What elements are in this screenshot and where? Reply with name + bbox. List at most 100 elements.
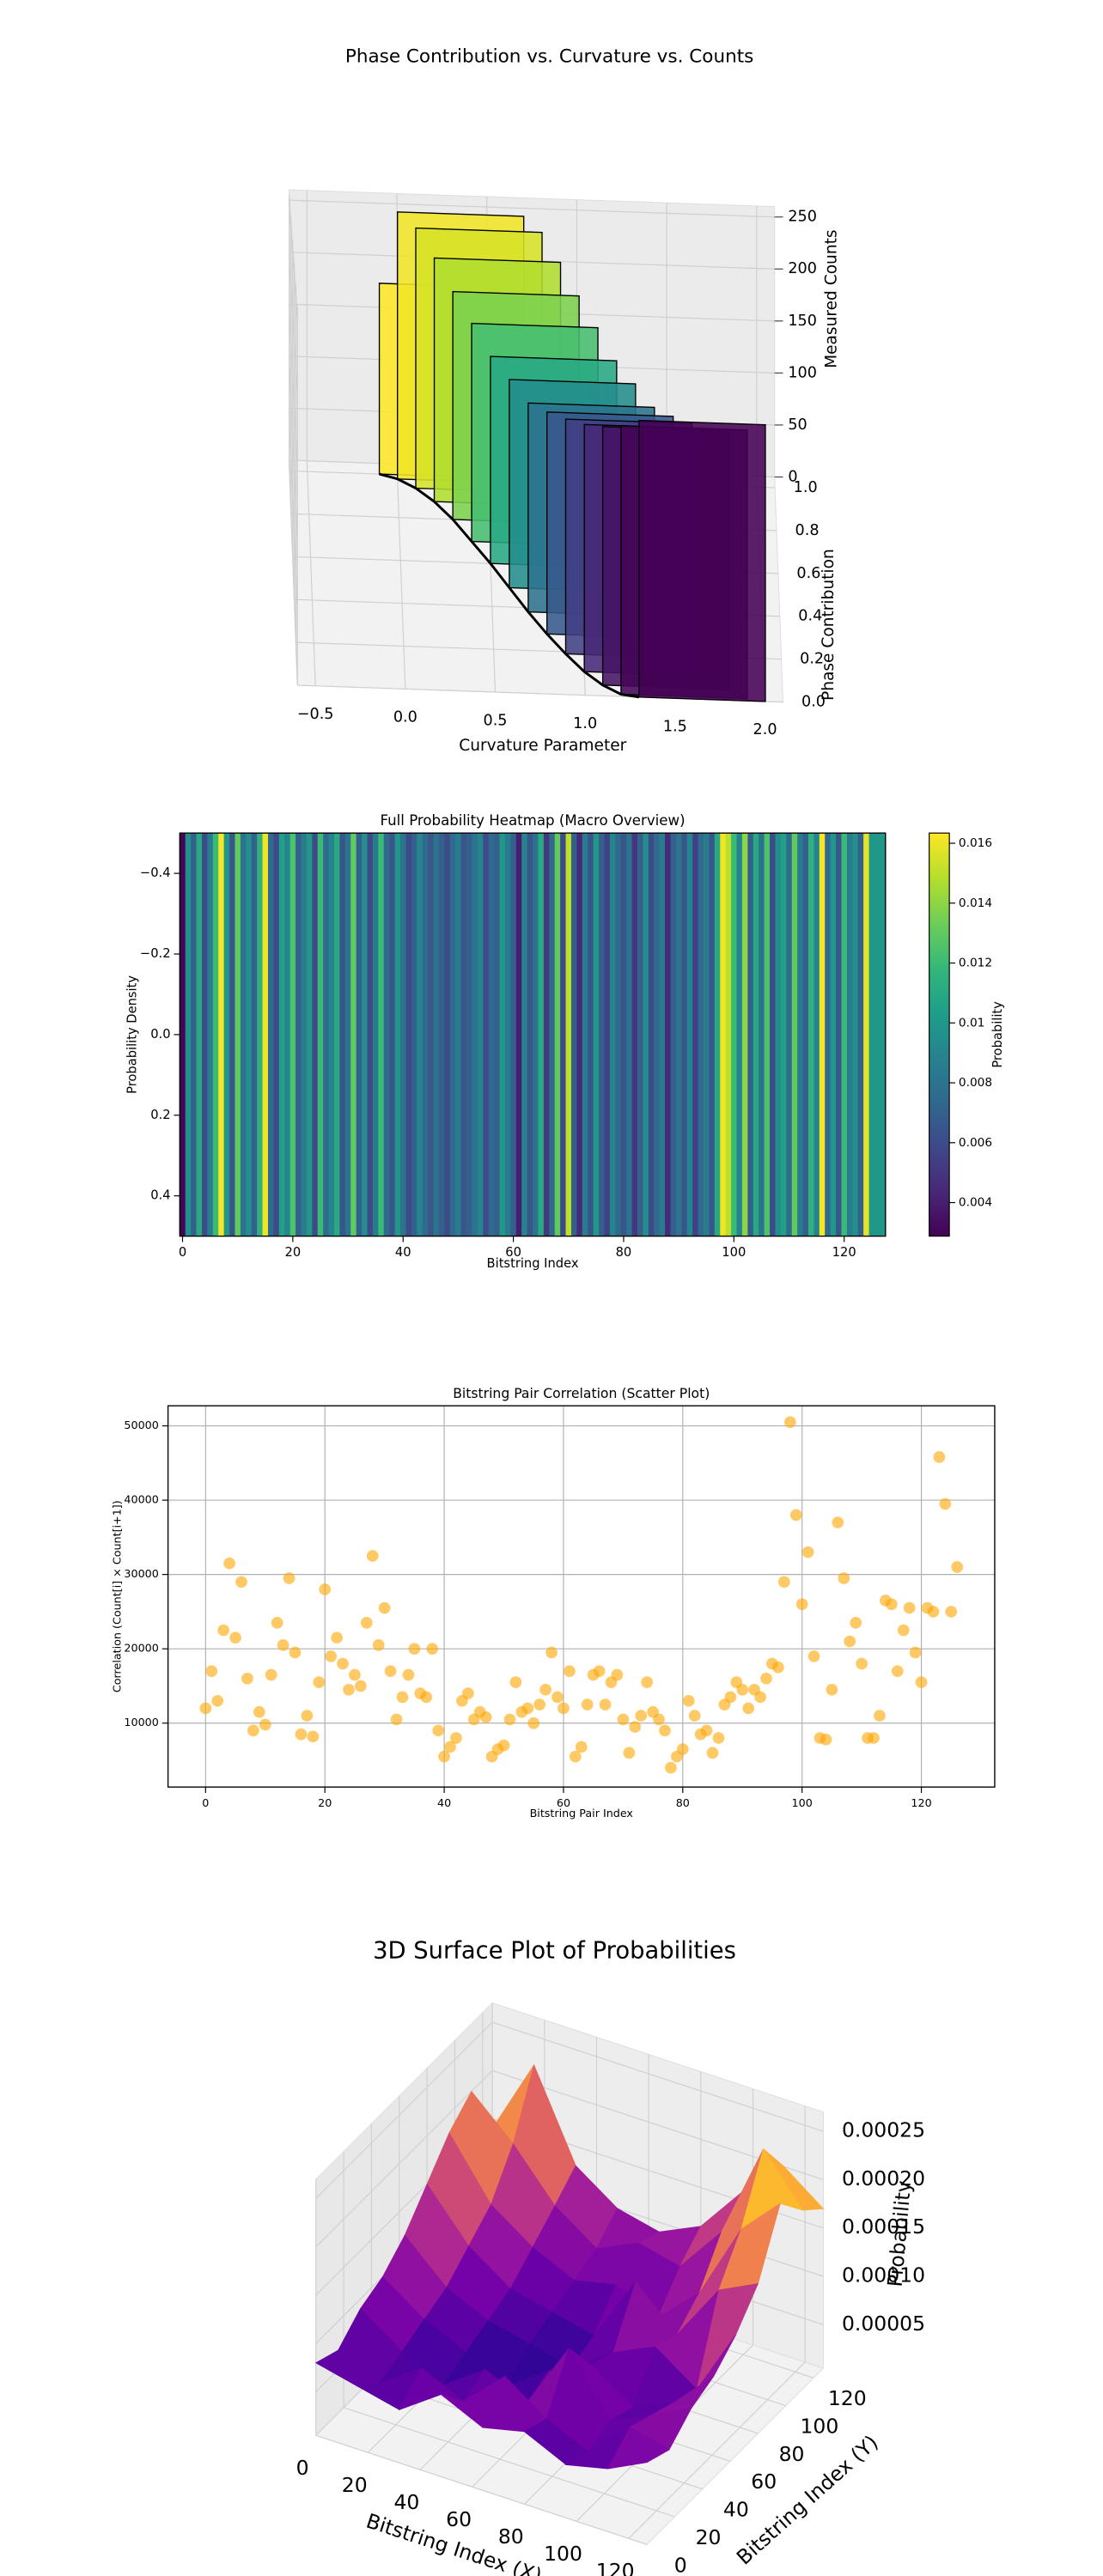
grid-line (289, 199, 775, 218)
heatmap-cell (786, 833, 793, 1236)
heatmap-cell (472, 833, 478, 1236)
heatmap-cell (819, 833, 826, 1236)
scatter-point (939, 1498, 952, 1510)
heatmap-cell (296, 833, 302, 1236)
scatter-point (355, 1680, 367, 1692)
heatmap-cell (417, 833, 424, 1236)
heatmap-cell (836, 833, 842, 1236)
x-tick-label: 0 (179, 1245, 186, 1260)
scatter-point (826, 1683, 838, 1696)
x-axis-label: Curvature Parameter (459, 737, 626, 755)
colorbar-tick-label: 0.004 (959, 1196, 992, 1210)
heatmap-cell (251, 833, 258, 1236)
scatter-point (558, 1702, 570, 1715)
scatter-point (641, 1676, 653, 1688)
scatter-point (838, 1572, 850, 1584)
scatter-point (384, 1665, 397, 1678)
heatmap-cell (720, 833, 727, 1236)
scatter-point (325, 1650, 338, 1662)
scatter-point (372, 1639, 385, 1651)
scatter-point (682, 1694, 695, 1707)
heatmap-cell (543, 833, 550, 1236)
heatmap-cell (570, 833, 577, 1236)
heatmap-cell (747, 833, 754, 1236)
scatter-point (653, 1713, 665, 1726)
scatter-point (623, 1747, 636, 1759)
heatmap-cell (654, 833, 661, 1236)
colorbar-tick-label: 0.01 (959, 1016, 984, 1030)
grid-line (288, 200, 298, 322)
x-tick-label: 40 (437, 1796, 451, 1809)
heatmap-cell (389, 833, 395, 1236)
heatmap-cell (444, 833, 451, 1236)
scatter-point (807, 1650, 820, 1662)
x-tick-label: 100 (792, 1796, 813, 1809)
heatmap-cell (681, 833, 688, 1236)
grid-line (628, 2361, 806, 2539)
scatter-point (754, 1691, 766, 1704)
scatter-point (378, 1601, 391, 1614)
heatmap-cell (278, 833, 285, 1236)
heatmap-cell (791, 833, 798, 1236)
scatter-point (736, 1683, 749, 1696)
colorbar-tick-label: 0.006 (959, 1136, 992, 1150)
y-tick-label: 0.6 (796, 565, 820, 582)
heatmap-cell (196, 833, 203, 1236)
heatmap-cell (538, 833, 545, 1236)
x-tick-label: 0 (296, 2456, 309, 2480)
scatter-point (313, 1676, 326, 1688)
heatmap-cell (378, 833, 385, 1236)
heatmap-cell (709, 833, 716, 1236)
heatmap-cell (615, 833, 622, 1236)
scatter-point (331, 1631, 343, 1644)
heatmap-cell (554, 833, 561, 1236)
heatmap-cell (367, 833, 374, 1236)
x-tick-label: 1.5 (663, 719, 687, 736)
scatter-point (712, 1732, 725, 1744)
heatmap-cell (643, 833, 649, 1236)
heatmap-cell (560, 833, 566, 1236)
x-tick-label: 40 (394, 2490, 420, 2514)
colorbar-label: Probability (990, 1001, 1005, 1068)
scatter-point (611, 1668, 624, 1681)
heatmap-cell (262, 833, 269, 1236)
scatter-point (509, 1676, 522, 1688)
scatter-point (844, 1635, 856, 1648)
heatmap-cell (565, 833, 572, 1236)
scatter-point (789, 1509, 802, 1522)
x-tick-label: 80 (498, 2524, 524, 2549)
scatter-point (539, 1683, 552, 1696)
scatter-point (408, 1643, 421, 1656)
scatter-point (885, 1598, 898, 1611)
y-tick-label: −0.2 (140, 946, 171, 961)
y-tick-label: 40 (723, 2498, 749, 2522)
heatmap-cell (626, 833, 632, 1236)
colorbar (929, 832, 950, 1237)
heatmap-cell (775, 833, 782, 1236)
z-tick-label: 0.00005 (842, 2312, 925, 2336)
y-tick-label: −0.4 (140, 866, 171, 880)
y-tick-label: 0.4 (798, 608, 822, 625)
x-tick-label: 2.0 (753, 721, 777, 738)
scatter-point (868, 1732, 880, 1744)
heatmap-cell (235, 833, 241, 1236)
y-tick-label: 30000 (124, 1567, 158, 1580)
scatter-point (533, 1698, 546, 1710)
grid-line (288, 304, 298, 467)
colorbar-tick-label: 0.012 (959, 957, 992, 970)
scatter-point (390, 1713, 403, 1726)
x-tick-label: 60 (505, 1245, 521, 1260)
heatmap-cell (339, 833, 346, 1236)
heatmap-cell (659, 833, 666, 1236)
scatter-point (909, 1646, 922, 1659)
scatter-point (552, 1691, 564, 1704)
y-tick-label: 80 (779, 2442, 805, 2466)
heatmap-cell (880, 833, 887, 1236)
z-tick-label: 0.00010 (842, 2263, 925, 2287)
scatter-point (617, 1713, 630, 1726)
scatter-point (217, 1624, 230, 1637)
scatter-point (283, 1572, 296, 1584)
heatmap-cell (527, 833, 533, 1236)
heatmap-cell (344, 833, 351, 1236)
